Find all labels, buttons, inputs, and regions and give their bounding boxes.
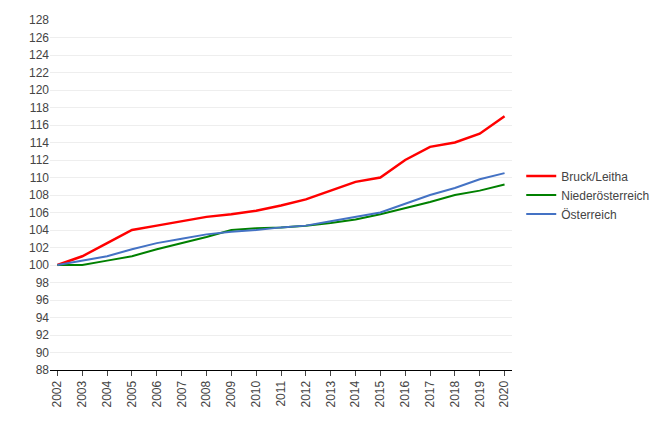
svg-text:2009: 2009 bbox=[224, 380, 238, 407]
svg-text:104: 104 bbox=[29, 223, 49, 237]
svg-text:Österreich: Österreich bbox=[561, 208, 616, 222]
svg-text:92: 92 bbox=[36, 328, 50, 342]
svg-text:122: 122 bbox=[29, 66, 49, 80]
svg-text:96: 96 bbox=[36, 293, 50, 307]
svg-text:114: 114 bbox=[30, 136, 49, 150]
svg-text:112: 112 bbox=[30, 153, 49, 167]
svg-text:Niederösterreich: Niederösterreich bbox=[561, 189, 649, 203]
svg-text:2007: 2007 bbox=[175, 380, 189, 407]
svg-text:2008: 2008 bbox=[199, 380, 213, 407]
svg-text:2014: 2014 bbox=[348, 380, 362, 407]
svg-text:116: 116 bbox=[30, 118, 49, 132]
svg-text:2019: 2019 bbox=[473, 380, 487, 407]
svg-text:90: 90 bbox=[36, 346, 50, 360]
svg-text:2016: 2016 bbox=[398, 380, 412, 407]
svg-text:124: 124 bbox=[29, 48, 49, 62]
svg-text:2012: 2012 bbox=[299, 380, 313, 407]
svg-text:98: 98 bbox=[36, 276, 50, 290]
svg-text:118: 118 bbox=[30, 101, 49, 115]
svg-text:2020: 2020 bbox=[497, 380, 511, 407]
svg-text:2005: 2005 bbox=[125, 380, 139, 407]
svg-text:2006: 2006 bbox=[150, 380, 164, 407]
svg-text:Bruck/Leitha: Bruck/Leitha bbox=[561, 170, 628, 184]
svg-text:88: 88 bbox=[36, 363, 50, 377]
svg-text:102: 102 bbox=[29, 241, 49, 255]
svg-text:2010: 2010 bbox=[249, 380, 263, 407]
svg-text:2003: 2003 bbox=[75, 380, 89, 407]
svg-text:2018: 2018 bbox=[448, 380, 462, 407]
svg-text:2017: 2017 bbox=[423, 380, 437, 407]
svg-text:106: 106 bbox=[29, 206, 49, 220]
svg-text:100: 100 bbox=[29, 258, 49, 272]
svg-text:110: 110 bbox=[30, 171, 49, 185]
svg-text:108: 108 bbox=[29, 188, 49, 202]
svg-text:128: 128 bbox=[29, 13, 49, 27]
svg-text:94: 94 bbox=[36, 311, 50, 325]
svg-text:2011: 2011 bbox=[274, 380, 288, 406]
svg-text:120: 120 bbox=[29, 83, 49, 97]
svg-text:2015: 2015 bbox=[373, 380, 387, 407]
svg-text:2004: 2004 bbox=[100, 380, 114, 407]
svg-text:2013: 2013 bbox=[324, 380, 338, 407]
svg-text:2002: 2002 bbox=[50, 380, 64, 407]
svg-text:126: 126 bbox=[29, 31, 49, 45]
